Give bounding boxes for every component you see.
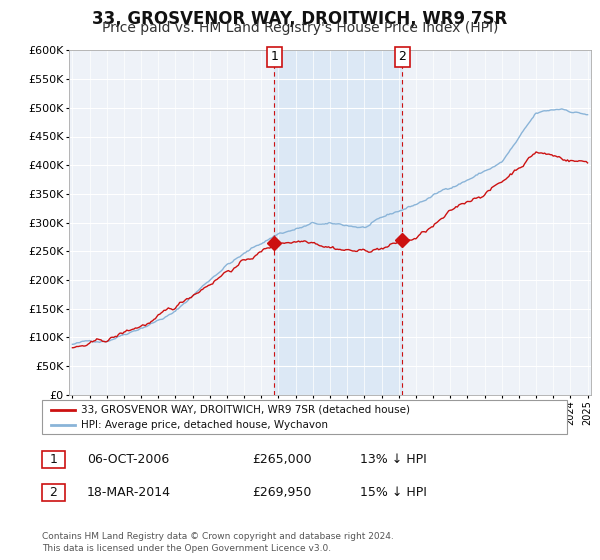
Text: Price paid vs. HM Land Registry's House Price Index (HPI): Price paid vs. HM Land Registry's House … [102,21,498,35]
Text: 1: 1 [49,452,58,466]
Text: 1: 1 [270,50,278,63]
Text: 33, GROSVENOR WAY, DROITWICH, WR9 7SR (detached house): 33, GROSVENOR WAY, DROITWICH, WR9 7SR (d… [81,405,410,415]
Text: £269,950: £269,950 [252,486,311,500]
Text: HPI: Average price, detached house, Wychavon: HPI: Average price, detached house, Wych… [81,419,328,430]
Text: 18-MAR-2014: 18-MAR-2014 [87,486,171,500]
Bar [274,50,402,395]
Text: £265,000: £265,000 [252,452,311,466]
Text: 15% ↓ HPI: 15% ↓ HPI [360,486,427,500]
Text: 33, GROSVENOR WAY, DROITWICH, WR9 7SR: 33, GROSVENOR WAY, DROITWICH, WR9 7SR [92,10,508,28]
Text: 13% ↓ HPI: 13% ↓ HPI [360,452,427,466]
Text: 2: 2 [49,486,58,500]
Text: 2: 2 [398,50,406,63]
Text: Contains HM Land Registry data © Crown copyright and database right 2024.
This d: Contains HM Land Registry data © Crown c… [42,533,394,553]
Text: 06-OCT-2006: 06-OCT-2006 [87,452,169,466]
